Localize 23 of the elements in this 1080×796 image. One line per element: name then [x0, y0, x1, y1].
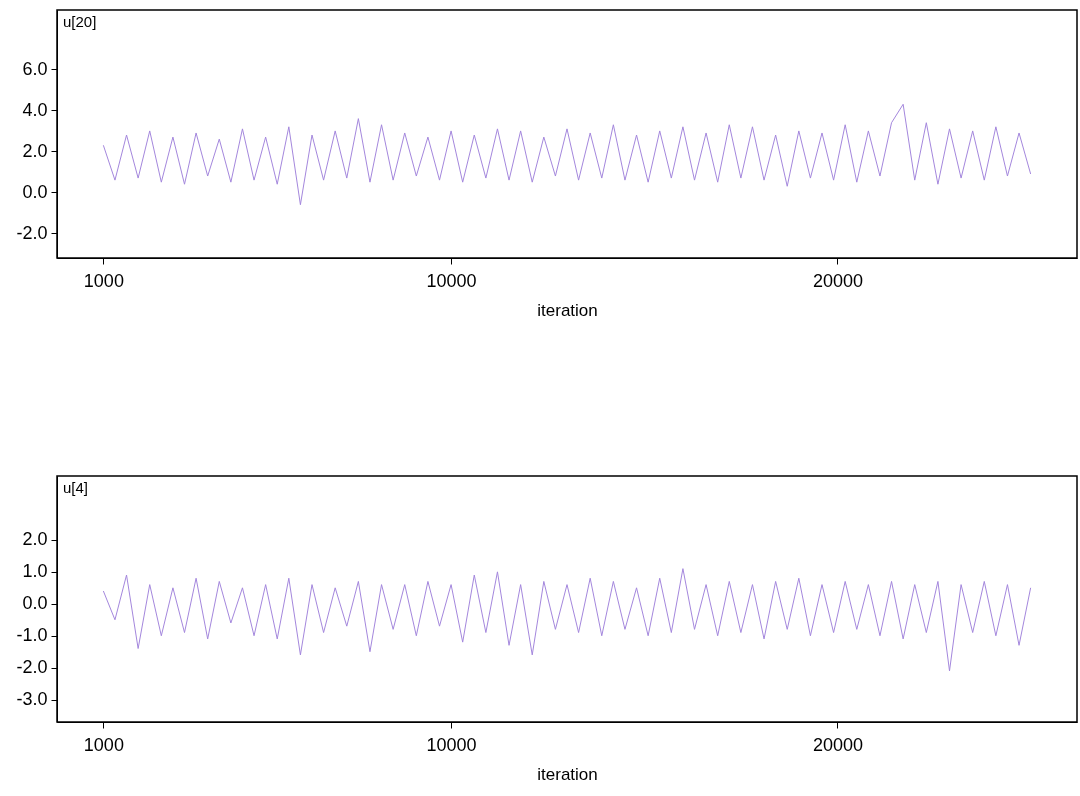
y-tick-label: 2.0 [22, 529, 48, 550]
y-tick-label: 1.0 [22, 561, 48, 582]
line-series [102, 568, 1032, 672]
line-series [102, 103, 1032, 206]
x-axis-title: iteration [537, 764, 598, 784]
x-tick-label: 1000 [83, 270, 124, 291]
x-tick-label: 20000 [812, 734, 863, 755]
y-tick-label: -3.0 [16, 689, 48, 710]
y-tick-label: 2.0 [22, 140, 48, 161]
x-axis-title: iteration [537, 300, 598, 320]
y-tick-label: 6.0 [22, 58, 48, 79]
x-tick-label: 10000 [426, 734, 477, 755]
chart-title: u[20] [63, 13, 97, 30]
y-tick-label: 4.0 [22, 99, 48, 120]
y-tick-label: -2.0 [16, 222, 48, 243]
y-tick-label: 0.0 [22, 181, 48, 202]
x-tick-label: 1000 [83, 734, 124, 755]
x-tick-label: 10000 [426, 270, 477, 291]
y-tick-label: -1.0 [16, 625, 48, 646]
y-tick-label: -2.0 [16, 657, 48, 678]
x-tick-label: 20000 [812, 270, 863, 291]
chart-title: u[4] [63, 479, 89, 496]
y-tick-label: 0.0 [22, 593, 48, 614]
